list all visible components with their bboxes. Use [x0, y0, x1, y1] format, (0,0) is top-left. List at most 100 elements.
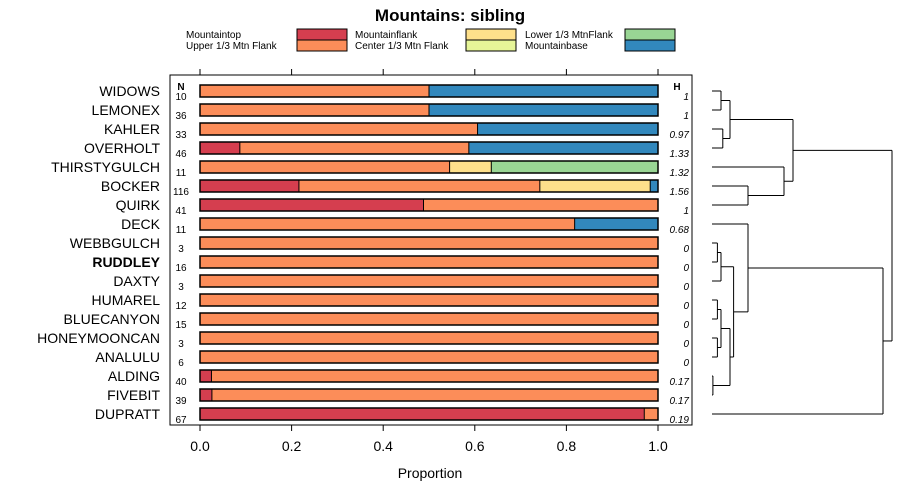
x-tick-label: 0.6 — [465, 438, 485, 454]
n-column-header: N — [177, 82, 184, 93]
row-label-thirstygulch: THIRSTYGULCH — [51, 159, 160, 175]
n-value-fivebit: 39 — [175, 396, 187, 407]
bar-segment-dupratt-mountaintop — [200, 408, 645, 420]
bar-outline-honeymooncan — [199, 331, 659, 345]
row-label-bocker: BOCKER — [101, 178, 160, 194]
x-tick-label: 1.0 — [648, 438, 668, 454]
h-value-quirk: 1 — [683, 206, 689, 217]
dendrogram — [712, 90, 893, 415]
bar-outline-quirk — [199, 198, 659, 212]
legend-swatch-mountainflank — [465, 28, 517, 41]
bar-outline-kahler — [199, 122, 659, 136]
bar-segment-overholt-mountainbase — [468, 142, 658, 154]
plot-frame — [169, 74, 693, 426]
legend-label-mountainflank: Mountainflank — [355, 30, 418, 41]
bar-outline-webbgulch — [199, 236, 659, 250]
legend-label-lower-1-3-mtnflank: Lower 1/3 MtnFlank — [525, 30, 614, 41]
bar-outline-fivebit — [199, 388, 659, 402]
bar-outline-dupratt — [199, 407, 659, 421]
row-label-alding: ALDING — [108, 368, 160, 384]
bar-outline-bocker — [199, 179, 659, 193]
bar-segment-lemonex-upper-1-3-mtn-flank — [200, 104, 429, 116]
h-value-overholt: 1.33 — [670, 149, 690, 160]
row-label-analulu: ANALULU — [95, 349, 160, 365]
bar-outline-analulu — [199, 350, 659, 364]
bar-outline-bluecanyon — [199, 312, 659, 326]
bar-segment-bocker-mountainflank — [539, 180, 651, 192]
n-value-analulu: 6 — [178, 358, 184, 369]
row-label-quirk: QUIRK — [116, 197, 161, 213]
bar-segment-widows-mountainbase — [429, 85, 658, 97]
h-value-honeymooncan: 0 — [683, 339, 689, 350]
legend-label-upper-1-3-mtn-flank: Upper 1/3 Mtn Flank — [186, 41, 278, 52]
bar-segment-lemonex-mountainbase — [429, 104, 658, 116]
h-value-dupratt: 0.19 — [670, 415, 690, 426]
row-label-fivebit: FIVEBIT — [107, 387, 160, 403]
row-label-bluecanyon: BLUECANYON — [64, 311, 160, 327]
n-value-daxty: 3 — [178, 282, 184, 293]
row-label-webbgulch: WEBBGULCH — [70, 235, 160, 251]
n-value-lemonex: 36 — [175, 111, 187, 122]
legend-swatch-mountaintop — [296, 28, 348, 41]
h-value-analulu: 0 — [683, 358, 689, 369]
bar-outline-widows — [199, 84, 659, 98]
n-value-humarel: 12 — [175, 301, 187, 312]
legend-swatch-center-1-3-mtn-flank — [465, 39, 517, 52]
bar-segment-webbgulch-upper-1-3-mtn-flank — [200, 237, 658, 249]
bar-segment-overholt-upper-1-3-mtn-flank — [239, 142, 469, 154]
h-value-bluecanyon: 0 — [683, 320, 689, 331]
h-value-webbgulch: 0 — [683, 244, 689, 255]
n-value-overholt: 46 — [175, 149, 187, 160]
legend-label-mountainbase: Mountainbase — [525, 41, 588, 52]
bar-outline-overholt — [199, 141, 659, 155]
bar-segment-fivebit-upper-1-3-mtn-flank — [211, 389, 658, 401]
h-value-kahler: 0.97 — [670, 130, 690, 141]
bar-outline-daxty — [199, 274, 659, 288]
x-tick-label: 0.4 — [373, 438, 393, 454]
bar-segment-bocker-mountainbase — [650, 180, 658, 192]
n-value-deck: 11 — [176, 225, 187, 236]
bar-segment-overholt-mountaintop — [200, 142, 240, 154]
x-axis-label: Proportion — [398, 465, 463, 481]
h-value-alding: 0.17 — [670, 377, 690, 388]
x-axis: 0.0 0.2 0.4 0.6 0.8 1.0 — [190, 69, 668, 454]
h-column-header: H — [673, 82, 680, 93]
n-value-thirstygulch: 11 — [176, 168, 187, 179]
bar-outline-lemonex — [199, 103, 659, 117]
bar-segment-bocker-upper-1-3-mtn-flank — [298, 180, 540, 192]
n-value-kahler: 33 — [175, 130, 187, 141]
chart-title: Mountains: sibling — [375, 6, 525, 25]
x-tick-label: 0.2 — [282, 438, 302, 454]
legend-label-center-1-3-mtn-flank: Center 1/3 Mtn Flank — [355, 41, 449, 52]
n-value-webbgulch: 3 — [178, 244, 184, 255]
n-value-dupratt: 67 — [175, 415, 187, 426]
bar-segment-alding-upper-1-3-mtn-flank — [211, 370, 658, 382]
row-label-dupratt: DUPRATT — [95, 406, 161, 422]
h-value-deck: 0.68 — [670, 225, 690, 236]
bar-segment-quirk-mountaintop — [200, 199, 424, 211]
bar-outline-deck — [199, 217, 659, 231]
bar-segment-kahler-mountainbase — [477, 123, 658, 135]
h-value-fivebit: 0.17 — [670, 396, 690, 407]
bar-segment-thirstygulch-mountainflank — [449, 161, 492, 173]
bar-segment-thirstygulch-lower-1-3-mtnflank — [491, 161, 658, 173]
bar-segment-humarel-upper-1-3-mtn-flank — [200, 294, 658, 306]
h-value-widows: 1 — [683, 92, 689, 103]
n-value-ruddley: 16 — [175, 263, 187, 274]
bar-segment-honeymooncan-upper-1-3-mtn-flank — [200, 332, 658, 344]
row-label-daxty: DAXTY — [113, 273, 160, 289]
legend-label-mountaintop: Mountaintop — [186, 30, 241, 41]
bar-segment-bocker-mountaintop — [200, 180, 299, 192]
n-value-bocker: 116 — [173, 187, 189, 198]
n-value-honeymooncan: 3 — [178, 339, 184, 350]
row-label-honeymooncan: HONEYMOONCAN — [37, 330, 160, 346]
bar-segment-thirstygulch-upper-1-3-mtn-flank — [200, 161, 450, 173]
bar-segment-kahler-upper-1-3-mtn-flank — [200, 123, 478, 135]
row-label-widows: WIDOWS — [99, 83, 160, 99]
n-value-widows: 10 — [175, 92, 187, 103]
row-label-overholt: OVERHOLT — [84, 140, 160, 156]
bar-outline-ruddley — [199, 255, 659, 269]
row-label-humarel: HUMAREL — [92, 292, 161, 308]
bar-segment-analulu-upper-1-3-mtn-flank — [200, 351, 658, 363]
